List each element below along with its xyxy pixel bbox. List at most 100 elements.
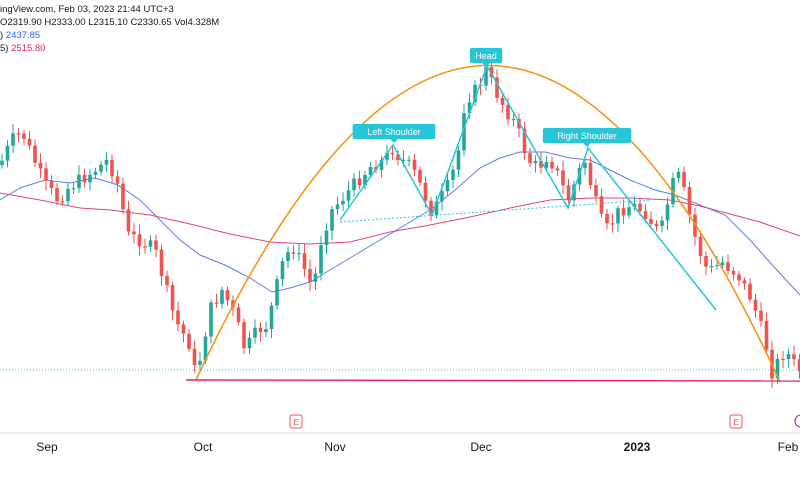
candle bbox=[88, 168, 92, 191]
candle-body bbox=[698, 236, 703, 256]
candle-body bbox=[665, 204, 670, 221]
candle bbox=[610, 213, 615, 233]
candle bbox=[280, 258, 285, 287]
candle bbox=[566, 178, 571, 204]
candle-body bbox=[544, 162, 549, 168]
support-line bbox=[185, 379, 800, 382]
candle bbox=[71, 182, 76, 195]
ma-fast-value: 2437.85 bbox=[5, 30, 41, 41]
x-tick-label: Dec bbox=[470, 440, 491, 454]
label-left-shoulder: Left Shoulder bbox=[352, 124, 436, 143]
candle bbox=[82, 168, 87, 188]
ma-slow-value: 2515.80 bbox=[11, 43, 46, 54]
candle-body bbox=[115, 176, 120, 184]
candle-body bbox=[5, 145, 10, 161]
candle-body bbox=[517, 118, 521, 129]
label-head: Head bbox=[469, 48, 503, 67]
candle-body bbox=[346, 190, 351, 201]
candle-body bbox=[566, 185, 571, 201]
candle-body bbox=[555, 168, 560, 171]
candle bbox=[176, 301, 180, 332]
candle bbox=[66, 183, 70, 206]
earnings-marker: E bbox=[729, 414, 743, 429]
candle-body bbox=[253, 327, 257, 338]
label-left-shoulder-pointer bbox=[390, 139, 398, 143]
candle-body bbox=[27, 138, 32, 146]
candle-body bbox=[742, 280, 747, 284]
candle bbox=[660, 215, 664, 233]
candle bbox=[319, 235, 323, 281]
earnings-marker-box bbox=[729, 414, 743, 429]
candle bbox=[583, 158, 587, 176]
candle bbox=[544, 155, 549, 172]
candle bbox=[225, 286, 230, 306]
candle-body bbox=[429, 200, 433, 216]
candle-body bbox=[132, 231, 136, 235]
candle-body bbox=[176, 310, 180, 325]
candle bbox=[297, 243, 301, 262]
ma-slow-label: 5) bbox=[0, 43, 9, 54]
earnings-marker-box bbox=[289, 414, 303, 429]
candle bbox=[269, 301, 274, 339]
candle bbox=[654, 219, 659, 232]
candle bbox=[126, 201, 131, 236]
candle-body bbox=[731, 270, 736, 275]
candle bbox=[44, 162, 48, 191]
candle-body bbox=[66, 188, 70, 202]
candle-body bbox=[610, 223, 615, 225]
candle-body bbox=[258, 327, 263, 333]
candle bbox=[709, 258, 714, 273]
candle-body bbox=[60, 201, 65, 203]
candle bbox=[412, 153, 417, 177]
candle-body bbox=[539, 160, 543, 168]
candle-body bbox=[759, 310, 763, 321]
candle bbox=[192, 340, 197, 373]
candle bbox=[495, 69, 499, 103]
candle-body bbox=[654, 223, 659, 227]
candle-body bbox=[522, 128, 527, 154]
candle bbox=[649, 211, 653, 227]
candle-body bbox=[797, 359, 800, 372]
candle bbox=[588, 156, 593, 189]
candles bbox=[0, 57, 800, 389]
candle bbox=[605, 208, 609, 230]
label-right-shoulder-bg bbox=[542, 128, 632, 143]
candle bbox=[170, 281, 175, 321]
candle-body bbox=[44, 168, 48, 181]
candle bbox=[742, 277, 747, 290]
x-tick-label: Sep bbox=[36, 440, 58, 454]
candle bbox=[313, 267, 318, 290]
earnings-marker-text: E bbox=[293, 418, 298, 427]
candle-body bbox=[649, 219, 653, 224]
candle-body bbox=[324, 230, 329, 246]
candle bbox=[258, 322, 263, 342]
candle-body bbox=[187, 333, 191, 349]
candle bbox=[737, 271, 741, 287]
candle-body bbox=[159, 249, 164, 277]
candle-body bbox=[792, 354, 796, 360]
candle-body bbox=[220, 289, 224, 304]
candle bbox=[104, 152, 109, 173]
candle bbox=[665, 197, 670, 231]
candle-body bbox=[709, 266, 714, 268]
label-right-shoulder: Right Shoulder bbox=[542, 128, 632, 147]
candle-body bbox=[451, 169, 455, 180]
candle bbox=[385, 144, 389, 165]
candle bbox=[517, 113, 521, 138]
candle bbox=[159, 244, 164, 286]
candle bbox=[220, 286, 224, 309]
ohlc-close: C2330.65 bbox=[130, 17, 172, 28]
x-tick-label: Nov bbox=[324, 440, 345, 454]
candle bbox=[390, 145, 395, 161]
candle-body bbox=[484, 66, 488, 86]
time-axis: E E Sep Oct Nov Dec 2023 Feb bbox=[0, 414, 800, 454]
label-right-shoulder-text: Right Shoulder bbox=[557, 131, 617, 141]
candle-body bbox=[104, 159, 109, 165]
candle-body bbox=[55, 188, 59, 202]
candle-body bbox=[605, 213, 609, 224]
candle bbox=[748, 278, 752, 303]
candle bbox=[346, 181, 351, 209]
candle bbox=[154, 234, 158, 258]
